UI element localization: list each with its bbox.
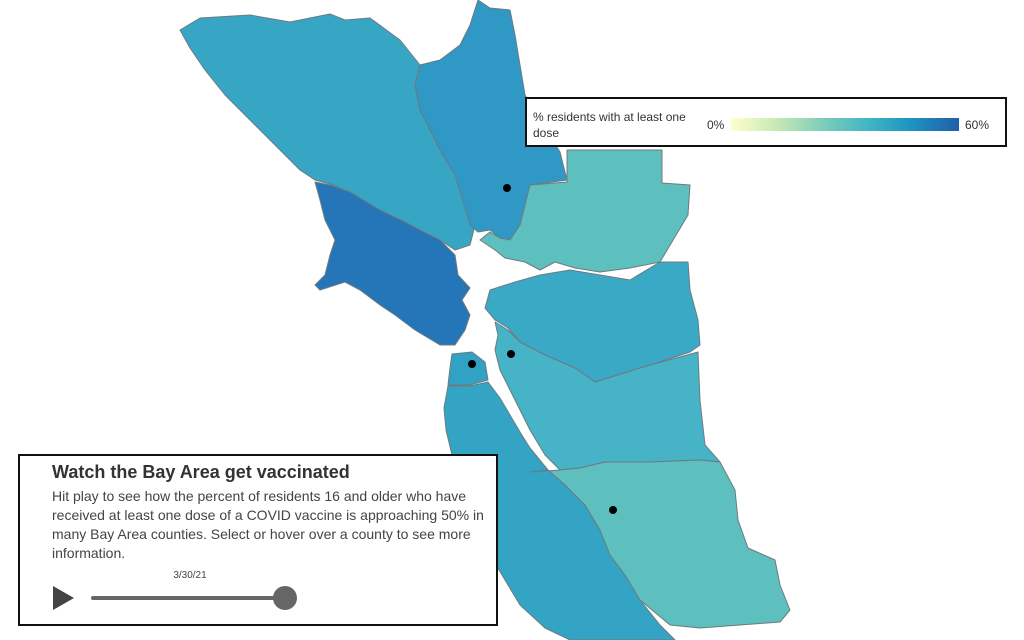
color-legend: % residents with at least one dose 0% 60… (525, 97, 1007, 147)
info-panel: Watch the Bay Area get vaccinated Hit pl… (18, 454, 498, 626)
county-seat-marker-san-francisco (468, 360, 476, 368)
legend-max-label: 60% (965, 118, 990, 132)
panel-description: Hit play to see how the percent of resid… (52, 488, 484, 561)
county-seat-marker-oakland (507, 350, 515, 358)
timeline-slider-track[interactable] (91, 596, 287, 600)
county-san-francisco[interactable] (447, 351, 489, 386)
slider-date-label: 3/30/21 (173, 570, 207, 581)
county-santa-clara[interactable] (529, 459, 791, 629)
timeline-slider-thumb[interactable] (273, 586, 297, 610)
legend-title: % residents with at least one dose (533, 110, 686, 140)
county-napa[interactable] (414, 0, 568, 241)
county-sonoma[interactable] (179, 13, 476, 251)
legend-min-label: 0% (707, 118, 725, 132)
county-marin[interactable] (314, 181, 471, 346)
county-seat-marker-napa (503, 184, 511, 192)
play-button[interactable] (53, 586, 74, 610)
county-contra-costa[interactable] (484, 261, 701, 383)
county-solano[interactable] (479, 149, 691, 273)
legend-color-ramp (731, 118, 959, 131)
county-seat-marker-san-jose (609, 506, 617, 514)
panel-title: Watch the Bay Area get vaccinated (52, 462, 350, 482)
